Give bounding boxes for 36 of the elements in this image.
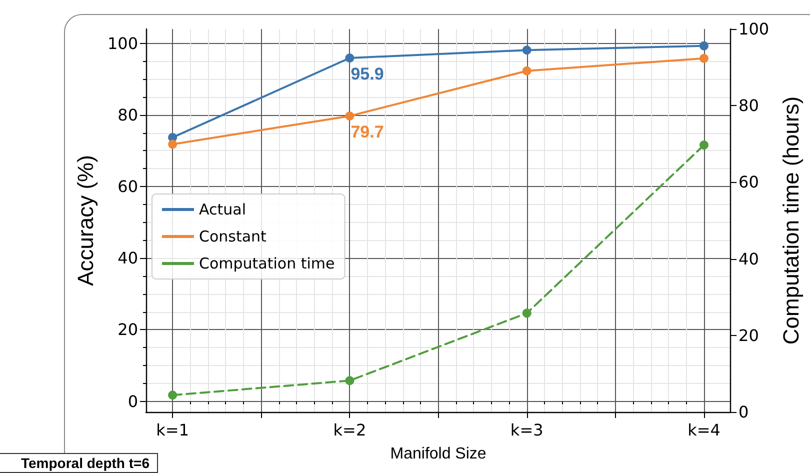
point [700, 54, 708, 63]
point [522, 66, 532, 76]
y-tick-label: 20 [118, 320, 138, 340]
legend-label: Actual [199, 200, 246, 218]
point [168, 390, 178, 400]
point [522, 46, 532, 55]
y2-axis-title: Computation time (hours) [778, 96, 804, 345]
y2-tick-label: 100 [738, 20, 770, 38]
point [345, 376, 354, 386]
point [168, 140, 178, 149]
y2-tick-label: 80 [738, 96, 759, 116]
point [522, 308, 532, 318]
point [345, 111, 354, 120]
x-tick-label: k=3 [510, 420, 544, 440]
legend-label: Computation time [199, 254, 335, 272]
x-tick-label: k=1 [156, 420, 189, 440]
point [700, 140, 708, 150]
y-axis-title: Accuracy (%) [73, 155, 98, 286]
y-tick-label: 0 [128, 392, 138, 411]
y-tick-label: 80 [118, 105, 138, 124]
y2-tick-label: 40 [738, 249, 759, 268]
text: Temporal depth t=6 [0, 453, 158, 473]
legend-label: Constant [199, 228, 267, 246]
point [345, 53, 354, 62]
y-tick-label: 100 [107, 34, 138, 53]
y-tick-label: 60 [118, 176, 138, 196]
annotation: 95.9 [350, 64, 384, 84]
y-tick-label: 40 [118, 248, 138, 268]
x-axis-title: Manifold Size [390, 446, 486, 462]
point [700, 41, 708, 50]
y2-tick-label: 60 [738, 172, 759, 192]
x-tick-label: k=2 [333, 420, 366, 440]
y2-tick-label: 20 [738, 326, 759, 345]
y2-tick-label: 0 [738, 402, 749, 422]
x-tick-label: k=4 [688, 420, 720, 440]
annotation: 79.7 [350, 122, 384, 142]
